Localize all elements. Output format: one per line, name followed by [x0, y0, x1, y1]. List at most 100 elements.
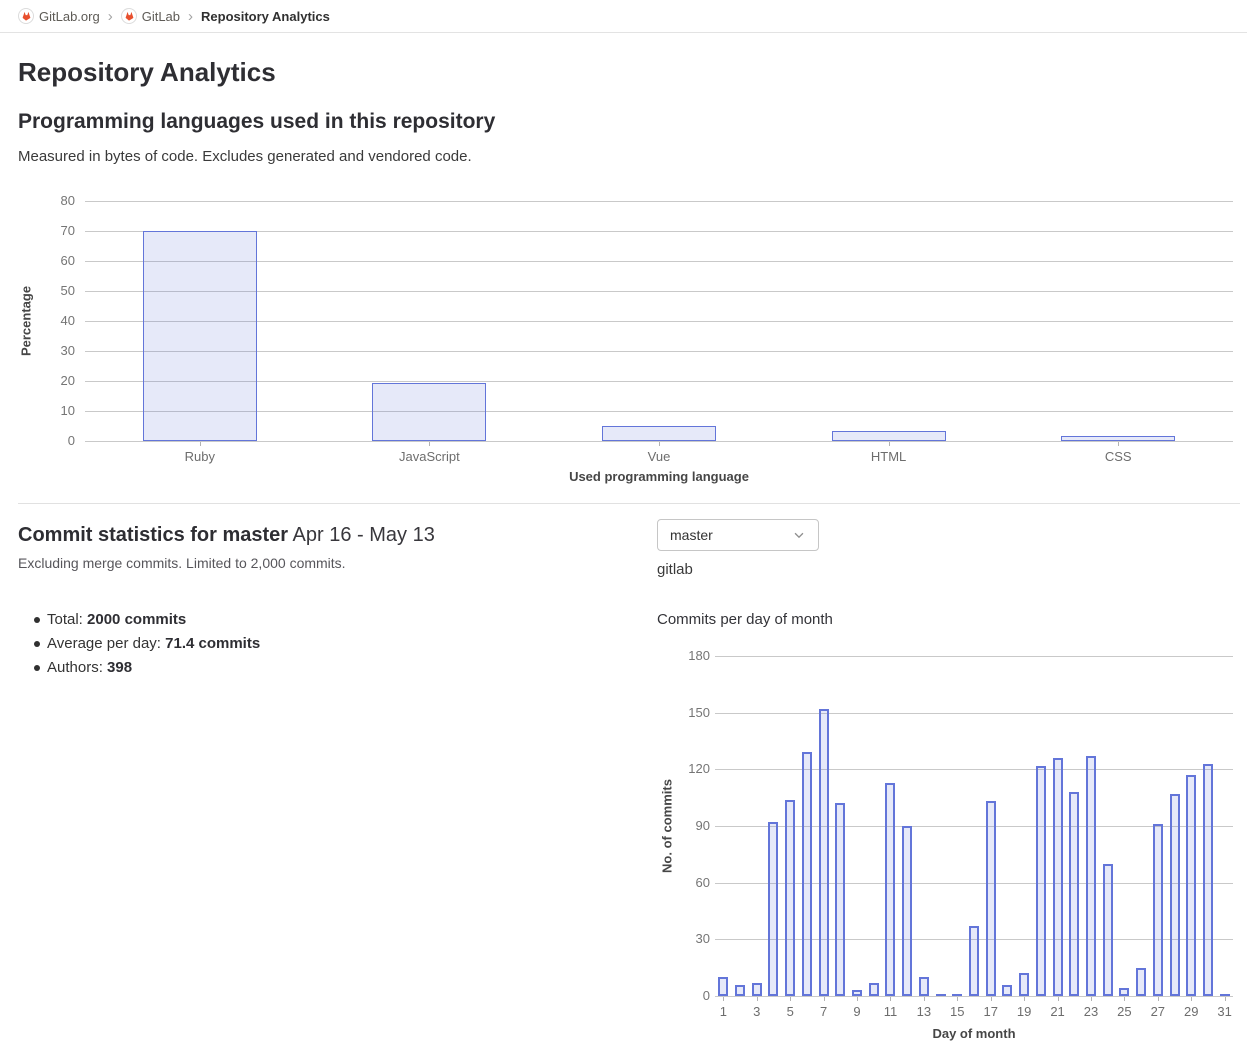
- bar-10[interactable]: [868, 982, 879, 996]
- bar-27[interactable]: [1152, 824, 1163, 996]
- bar-11[interactable]: [885, 782, 896, 996]
- y-tick-label: 60: [60, 253, 75, 268]
- page-title: Repository Analytics: [18, 57, 276, 87]
- stat-average: Average per day: 71.4 commits: [34, 632, 657, 656]
- bar-21[interactable]: [1052, 758, 1063, 996]
- bar-13[interactable]: [918, 977, 929, 996]
- commit-heading-prefix: Commit statistics for: [18, 524, 223, 546]
- bar-8[interactable]: [835, 803, 846, 996]
- bar-31[interactable]: [1219, 994, 1230, 996]
- y-tick-label: 60: [695, 874, 710, 890]
- x-tick-mark: [823, 997, 825, 1001]
- x-tick-label: CSS: [1104, 449, 1132, 464]
- breadcrumb: GitLab.org › GitLab › Repository Analyti…: [0, 0, 1247, 33]
- x-tick-mark: [1124, 997, 1126, 1001]
- y-tick-label: 150: [688, 704, 710, 720]
- bar-20[interactable]: [1035, 765, 1046, 996]
- gridline: [715, 712, 1233, 714]
- gridline: [85, 201, 1233, 202]
- y-tick-label: 180: [688, 648, 710, 663]
- x-tick-label: 19: [1016, 1004, 1032, 1019]
- breadcrumb-link-project[interactable]: GitLab: [120, 8, 181, 24]
- bar-14[interactable]: [935, 994, 946, 996]
- y-tick-label: 0: [702, 988, 710, 1003]
- gitlab-tanuki-icon: [120, 8, 137, 24]
- date-range: Apr 16 - May 13: [288, 524, 435, 546]
- project-name: gitlab: [657, 561, 693, 578]
- x-tick-mark: [756, 997, 758, 1001]
- x-tick-label: 25: [1117, 1004, 1132, 1019]
- gridline: [715, 996, 1233, 997]
- bar-22[interactable]: [1069, 792, 1080, 996]
- gridline: [85, 411, 1233, 412]
- y-tick-label: 120: [688, 761, 710, 777]
- x-tick-mark: [1057, 997, 1059, 1001]
- bar-17[interactable]: [985, 801, 996, 996]
- bar-6[interactable]: [801, 752, 812, 996]
- bar-19[interactable]: [1019, 973, 1030, 996]
- stat-authors: Authors: 398: [34, 656, 657, 680]
- x-tick-mark: [957, 997, 959, 1001]
- bar-18[interactable]: [1002, 984, 1013, 996]
- breadcrumb-link-group[interactable]: GitLab.org: [18, 8, 100, 24]
- gridline: [85, 231, 1233, 232]
- bar-30[interactable]: [1202, 763, 1213, 996]
- bar-15[interactable]: [952, 994, 963, 996]
- bar-vue[interactable]: [602, 426, 716, 441]
- breadcrumb-label: GitLab: [141, 8, 181, 24]
- main-content: Repository Analytics Programming languag…: [0, 57, 1247, 1042]
- y-tick-label: 70: [60, 223, 75, 238]
- commit-stats-subtitle: Excluding merge commits. Limited to 2,00…: [18, 555, 346, 571]
- bar-24[interactable]: [1102, 863, 1113, 996]
- x-tick-mark: [1118, 442, 1120, 446]
- stat-value: 398: [107, 659, 133, 676]
- bar-28[interactable]: [1169, 793, 1180, 996]
- commit-stats-column: Commit statistics for master Apr 16 - Ma…: [18, 519, 657, 1042]
- stat-value: 71.4 commits: [165, 635, 261, 652]
- x-tick-label: 1: [719, 1004, 727, 1019]
- x-tick-label: 31: [1217, 1004, 1232, 1019]
- gridline: [85, 261, 1233, 262]
- x-tick-mark: [1191, 997, 1193, 1001]
- bar-4[interactable]: [768, 822, 779, 996]
- y-tick-label: 0: [67, 433, 75, 448]
- branch-dropdown[interactable]: master: [657, 519, 819, 551]
- bar-1[interactable]: [718, 977, 729, 996]
- bar-javascript[interactable]: [372, 383, 487, 441]
- x-axis-title: Day of month: [932, 1026, 1016, 1041]
- bar-9[interactable]: [852, 990, 863, 996]
- x-tick-mark: [723, 997, 725, 1001]
- bar-23[interactable]: [1085, 756, 1096, 996]
- bar-2[interactable]: [735, 984, 746, 996]
- bar-26[interactable]: [1136, 967, 1147, 996]
- stat-label: Total:: [47, 611, 88, 628]
- bar-5[interactable]: [785, 799, 796, 996]
- commit-stats-list: Total: 2000 commits Average per day: 71.…: [18, 608, 657, 680]
- bar-html[interactable]: [831, 430, 946, 441]
- stat-label: Average per day:: [47, 635, 166, 652]
- bar-css[interactable]: [1061, 436, 1176, 441]
- gridline: [85, 321, 1233, 322]
- y-tick-label: 10: [60, 403, 75, 418]
- bar-3[interactable]: [751, 982, 762, 996]
- commit-stats-heading: Commit statistics for master Apr 16 - Ma…: [18, 524, 657, 547]
- x-tick-mark: [1157, 997, 1159, 1001]
- chevron-down-icon: [792, 528, 806, 542]
- stat-value: 2000 commits: [87, 611, 187, 628]
- languages-section-heading: Programming languages used in this repos…: [18, 110, 496, 133]
- x-tick-label: 11: [883, 1004, 898, 1019]
- x-tick-label: 9: [853, 1004, 861, 1019]
- x-tick-label: 29: [1183, 1004, 1199, 1019]
- branch-name: master: [222, 524, 289, 546]
- x-tick-mark: [1024, 997, 1026, 1001]
- bar-25[interactable]: [1119, 988, 1130, 996]
- bar-7[interactable]: [818, 708, 829, 996]
- bar-12[interactable]: [902, 826, 913, 996]
- bar-ruby[interactable]: [142, 231, 257, 441]
- y-tick-label: 90: [695, 818, 710, 833]
- bar-29[interactable]: [1186, 775, 1197, 996]
- x-tick-label: JavaScript: [399, 449, 460, 464]
- x-tick-label: Vue: [647, 449, 671, 464]
- gridline: [715, 939, 1233, 941]
- bar-16[interactable]: [969, 926, 979, 996]
